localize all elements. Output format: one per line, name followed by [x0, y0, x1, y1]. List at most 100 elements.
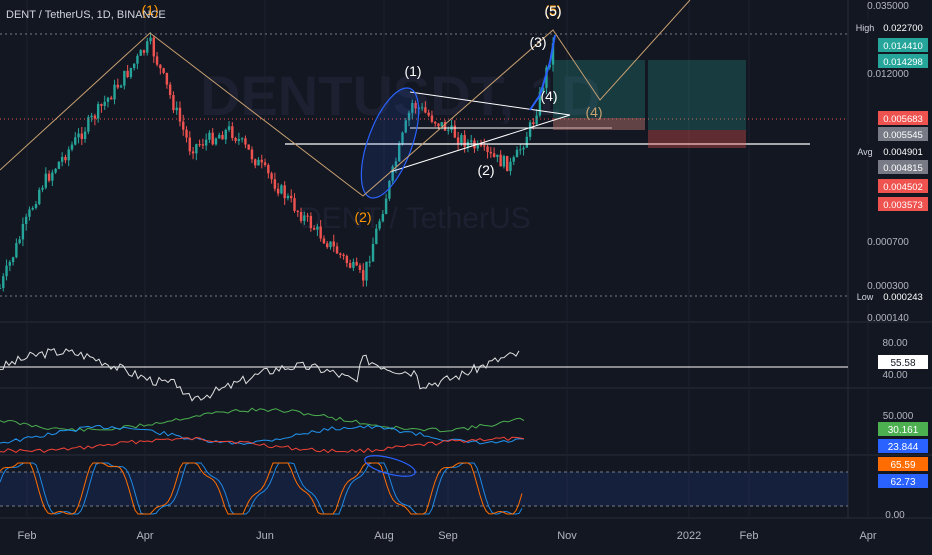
- candle: [335, 242, 339, 254]
- x-tick-label: Feb: [18, 530, 37, 542]
- price-tag: High: [856, 23, 875, 33]
- candle: [443, 119, 447, 131]
- wave-label-orange: (4): [585, 104, 602, 120]
- candle: [309, 212, 313, 232]
- candle: [0, 284, 2, 289]
- candle: [276, 183, 280, 197]
- candle: [51, 169, 54, 186]
- price-label-bg: [878, 38, 928, 52]
- candle: [355, 257, 358, 267]
- candle: [211, 128, 214, 146]
- stoch-highlight-ellipse: [364, 455, 416, 477]
- candle: [505, 155, 509, 172]
- candle: [182, 114, 185, 136]
- price-label-bg: [878, 144, 928, 158]
- candle: [38, 187, 41, 206]
- wave-label-white: (4): [540, 88, 557, 104]
- candle: [21, 217, 25, 247]
- candle: [329, 241, 332, 250]
- price-label: 0.004901: [883, 147, 923, 158]
- candle: [332, 234, 335, 253]
- candle: [28, 206, 31, 221]
- candle: [528, 119, 532, 141]
- candle: [280, 183, 283, 195]
- candle: [401, 131, 404, 146]
- dmi-minus-line: [0, 436, 525, 454]
- candle: [5, 259, 8, 281]
- wave-label-white: (3): [529, 34, 546, 50]
- x-tick-label: Sep: [438, 530, 458, 542]
- candle: [371, 237, 375, 262]
- candle: [77, 128, 80, 144]
- candle: [80, 127, 84, 146]
- candle: [93, 113, 97, 126]
- stoch-band: [0, 472, 848, 506]
- candle: [106, 96, 110, 108]
- dmi-value: 30.161: [888, 425, 919, 436]
- candle: [362, 263, 365, 287]
- candle: [290, 189, 293, 203]
- candle: [260, 154, 263, 169]
- candle: [218, 132, 221, 139]
- candle: [254, 158, 257, 169]
- price-label-bg: [878, 179, 928, 193]
- candle: [57, 161, 61, 170]
- stop-loss-box-2: [648, 130, 746, 148]
- candle: [155, 51, 159, 67]
- x-tick-label: Apr: [859, 530, 876, 542]
- candle: [283, 181, 286, 205]
- candle: [352, 258, 355, 271]
- candle: [456, 131, 460, 150]
- candle: [195, 143, 198, 161]
- candle: [47, 170, 51, 183]
- price-label: 0.014298: [883, 57, 923, 68]
- candle: [368, 255, 371, 268]
- candle: [388, 179, 391, 201]
- rsi-value: 55.58: [890, 358, 915, 369]
- candles-group: [0, 32, 555, 292]
- candle: [453, 120, 457, 139]
- projection-path: [529, 34, 556, 111]
- watermark-small: DENT / TetherUS: [300, 202, 531, 235]
- candle: [522, 145, 525, 156]
- candle: [509, 157, 512, 176]
- stoch-tick: 0.00: [885, 510, 905, 521]
- candle: [96, 101, 100, 123]
- candle: [44, 167, 48, 190]
- candle: [18, 235, 21, 245]
- candle: [316, 223, 319, 237]
- candle: [2, 273, 5, 292]
- candle: [126, 64, 129, 79]
- take-profit-box-2: [648, 60, 746, 130]
- wave-label-white: (5): [544, 3, 561, 19]
- candle: [326, 240, 329, 249]
- price-tag-bg: [853, 144, 877, 158]
- candle: [34, 200, 38, 210]
- dmi-value-bg: [878, 439, 928, 453]
- price-tag-bg: [853, 20, 877, 34]
- price-label: 0.004502: [883, 182, 923, 193]
- candle: [214, 137, 218, 146]
- price-label: 0.005683: [883, 114, 923, 125]
- y-tick-label: 0.000700: [867, 237, 909, 248]
- price-label: 0.003573: [883, 200, 923, 211]
- candle: [345, 254, 349, 268]
- candle: [60, 152, 64, 167]
- candle: [142, 49, 146, 56]
- candle: [545, 65, 548, 95]
- x-tick-label: Apr: [136, 530, 153, 542]
- candle: [146, 37, 149, 56]
- price-label-bg: [878, 127, 928, 141]
- candle: [67, 146, 70, 167]
- candle: [172, 91, 175, 114]
- candle: [502, 154, 506, 169]
- candle: [306, 212, 309, 222]
- candle: [31, 205, 34, 211]
- price-label-bg: [878, 20, 928, 34]
- candle: [270, 171, 273, 184]
- candle: [296, 209, 299, 217]
- candle: [90, 112, 93, 123]
- candle: [515, 146, 519, 158]
